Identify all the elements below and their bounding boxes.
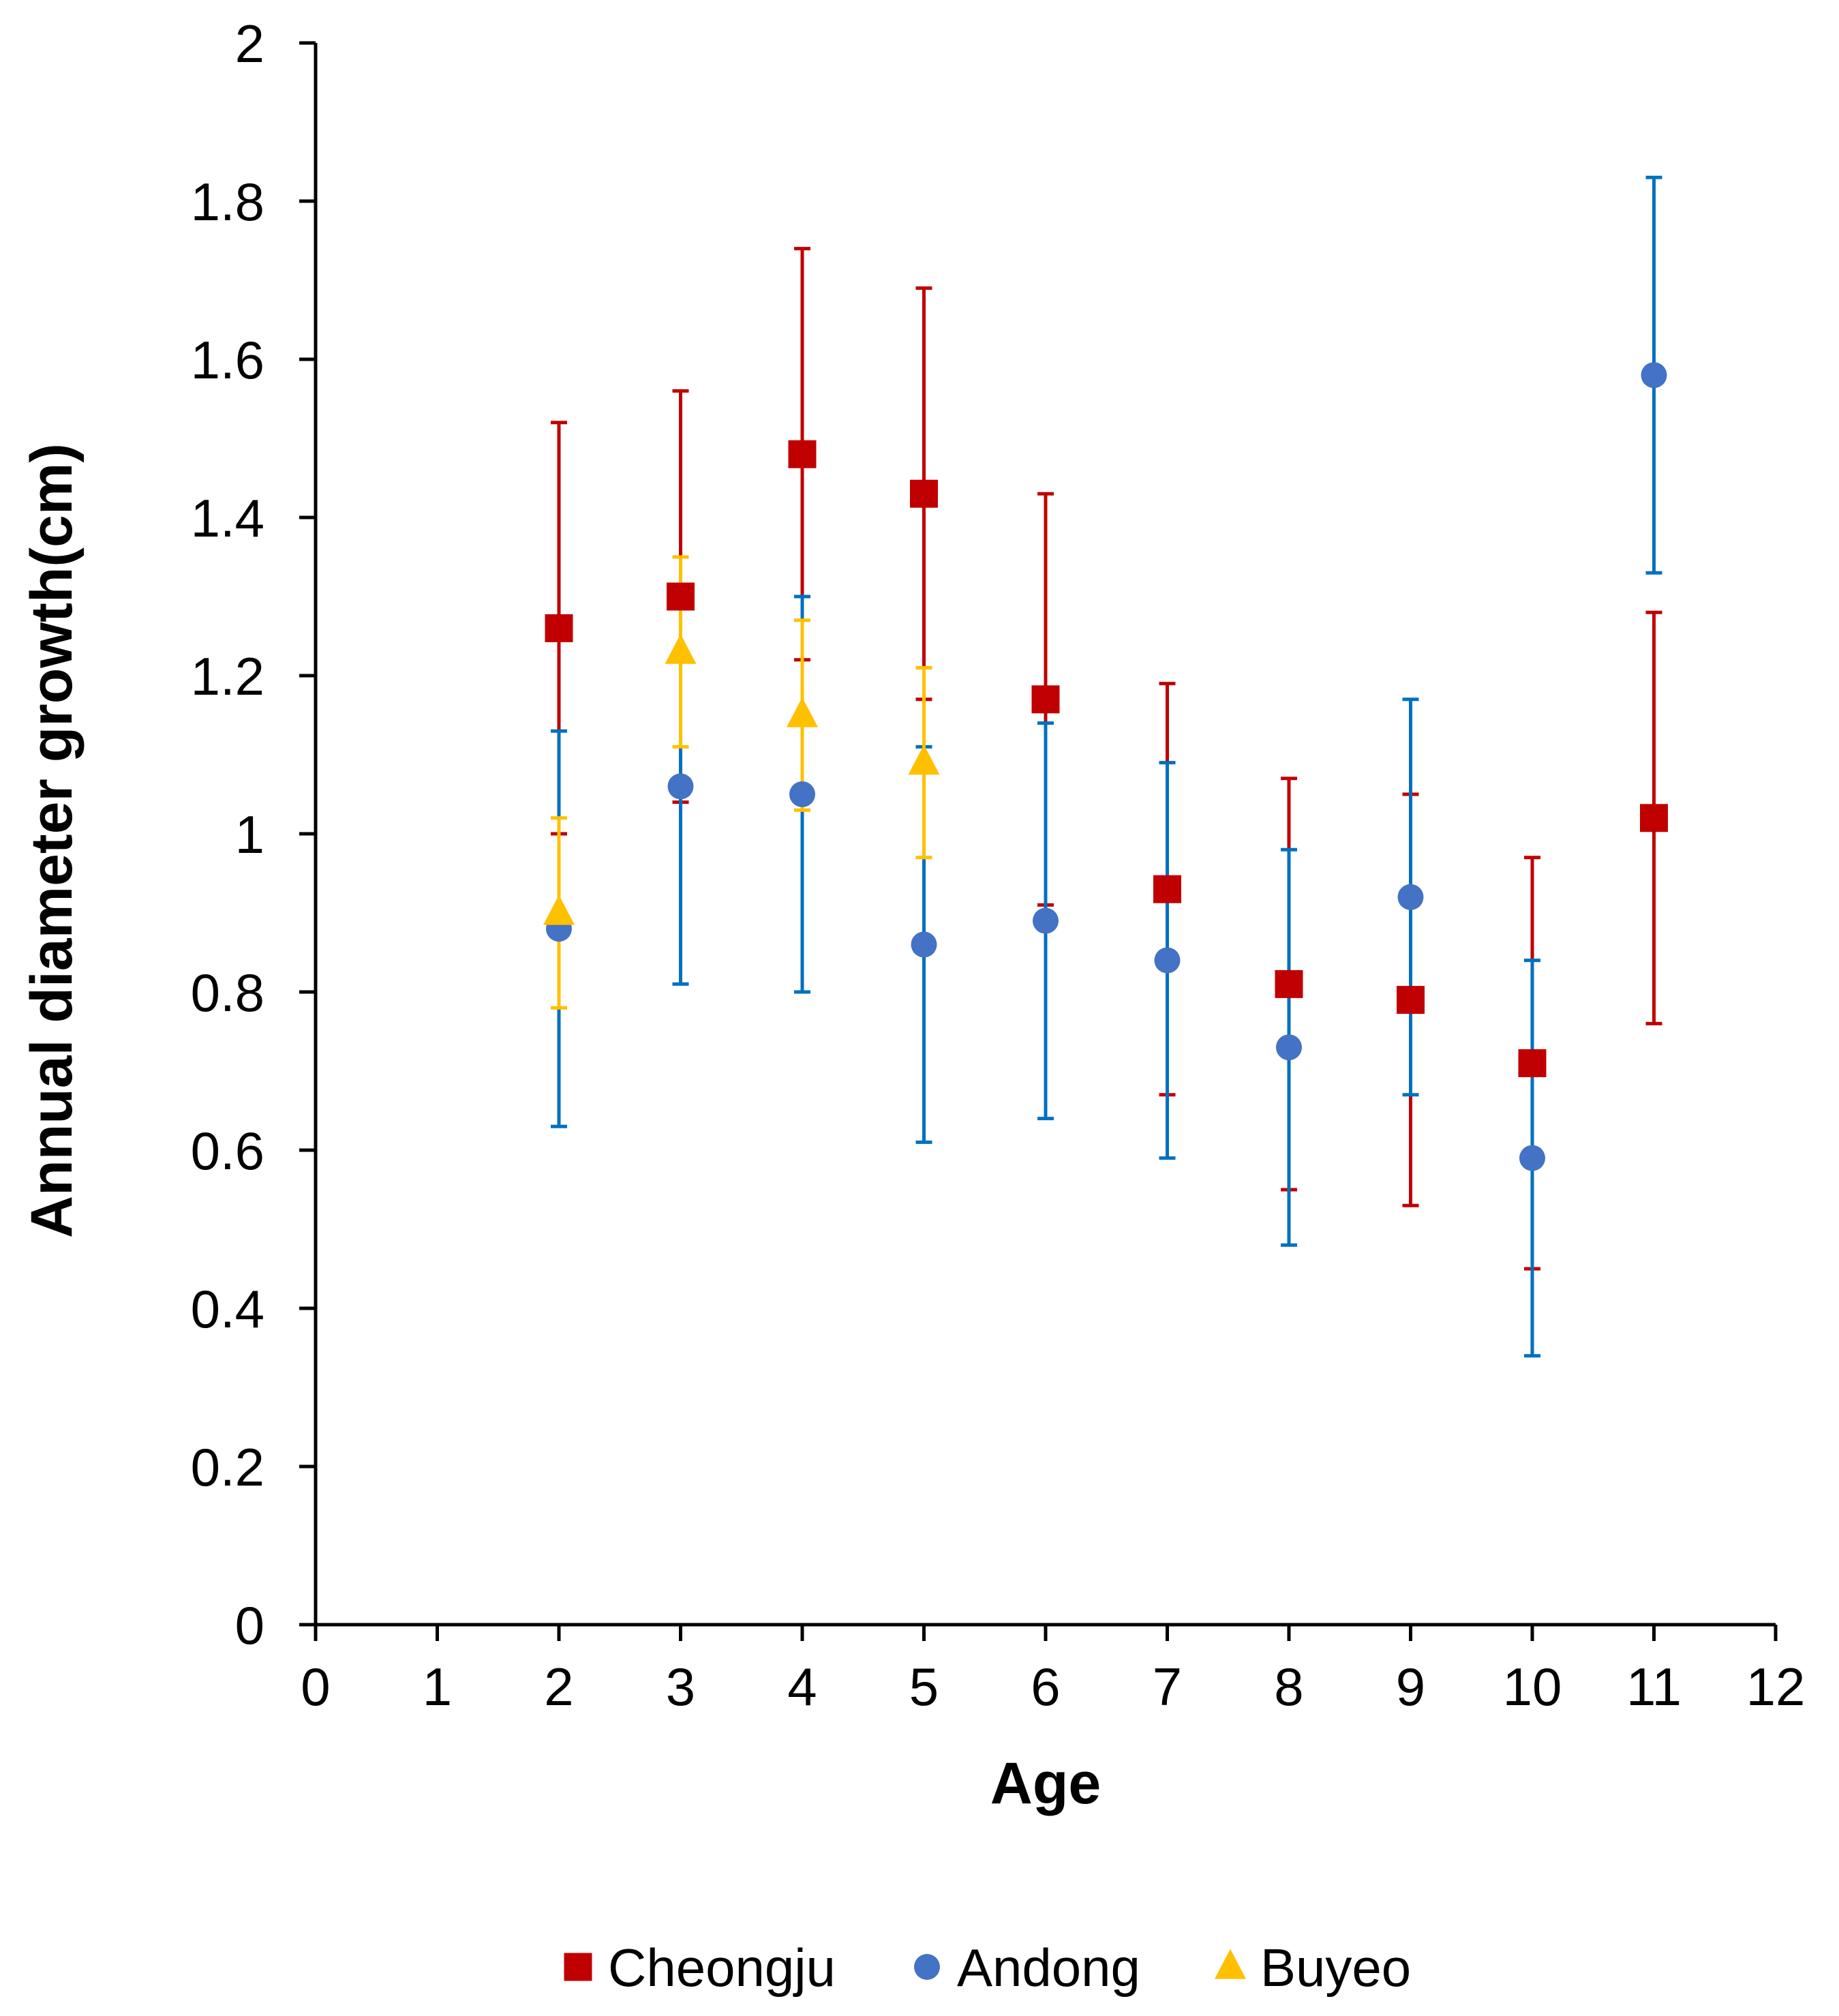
cheongju-legend-marker	[564, 1953, 592, 1981]
buyeo-legend-marker	[1215, 1949, 1246, 1979]
andong-point	[911, 931, 937, 958]
cheongju-point	[1031, 685, 1060, 714]
x-tick-label: 2	[544, 1657, 573, 1717]
x-axis-title: Age	[990, 1751, 1101, 1816]
y-tick-label: 0	[235, 1595, 264, 1655]
cheongju-point	[667, 582, 695, 611]
x-tick-label: 4	[787, 1657, 817, 1717]
andong-legend-label: Andong	[957, 1938, 1140, 1998]
x-tick-label: 3	[666, 1657, 695, 1717]
y-tick-label: 1.6	[191, 330, 264, 390]
andong-point	[1519, 1145, 1545, 1171]
y-tick-label: 1.8	[191, 172, 264, 232]
andong-point	[1033, 907, 1059, 934]
y-tick-label: 2	[235, 14, 264, 74]
x-tick-label: 12	[1746, 1657, 1806, 1717]
axes-group	[299, 41, 1778, 1641]
x-tick-label: 7	[1153, 1657, 1182, 1717]
buyeo-point	[908, 744, 940, 775]
x-tick-label: 9	[1396, 1657, 1425, 1717]
andong-point	[1641, 362, 1667, 389]
legend-group: Cheongju Andong Buyeo	[564, 1938, 1411, 1998]
y-tick-label: 1.2	[191, 646, 264, 706]
cheongju-point	[1397, 986, 1425, 1014]
andong-point	[789, 781, 815, 807]
y-tick-label: 0.8	[191, 963, 264, 1023]
buyeo-point	[787, 697, 818, 727]
cheongju-point	[1275, 969, 1303, 998]
data-points-group	[543, 362, 1668, 1171]
x-tick-label: 5	[909, 1657, 939, 1717]
cheongju-point	[1640, 804, 1668, 832]
andong-point	[1276, 1034, 1302, 1061]
y-tick-label: 0.6	[191, 1121, 264, 1181]
buyeo-legend-label: Buyeo	[1260, 1938, 1411, 1998]
y-tick-label: 0.2	[191, 1437, 264, 1497]
y-tick-label: 0.4	[191, 1279, 264, 1339]
cheongju-point	[910, 479, 938, 508]
andong-legend-marker	[914, 1954, 940, 1980]
x-tick-label: 0	[301, 1657, 330, 1717]
buyeo-point	[543, 894, 575, 925]
x-tick-label: 8	[1274, 1657, 1303, 1717]
andong-point	[1154, 947, 1181, 974]
y-tick-label: 1	[235, 804, 264, 864]
cheongju-point	[1518, 1049, 1547, 1077]
cheongju-legend-label: Cheongju	[608, 1938, 836, 1998]
y-tick-label: 1.4	[191, 488, 264, 548]
labels-group: 00.20.40.60.811.21.41.61.820 1 2 3 4 5 6 7 8 9 10 1…	[19, 14, 1805, 1816]
cheongju-point	[1153, 875, 1181, 903]
cheongju-point	[788, 440, 817, 468]
x-tick-label: 1	[423, 1657, 452, 1717]
error-bars-group	[551, 175, 1662, 1358]
x-tick-label: 6	[1031, 1657, 1060, 1717]
cheongju-point	[545, 614, 573, 642]
buyeo-point	[665, 633, 697, 664]
x-tick-label: 10	[1503, 1657, 1562, 1717]
y-axis-title: Annual diameter growth(cm)	[19, 443, 85, 1238]
x-tick-label: 11	[1626, 1657, 1682, 1717]
andong-point	[667, 773, 694, 800]
andong-point	[1397, 884, 1424, 910]
